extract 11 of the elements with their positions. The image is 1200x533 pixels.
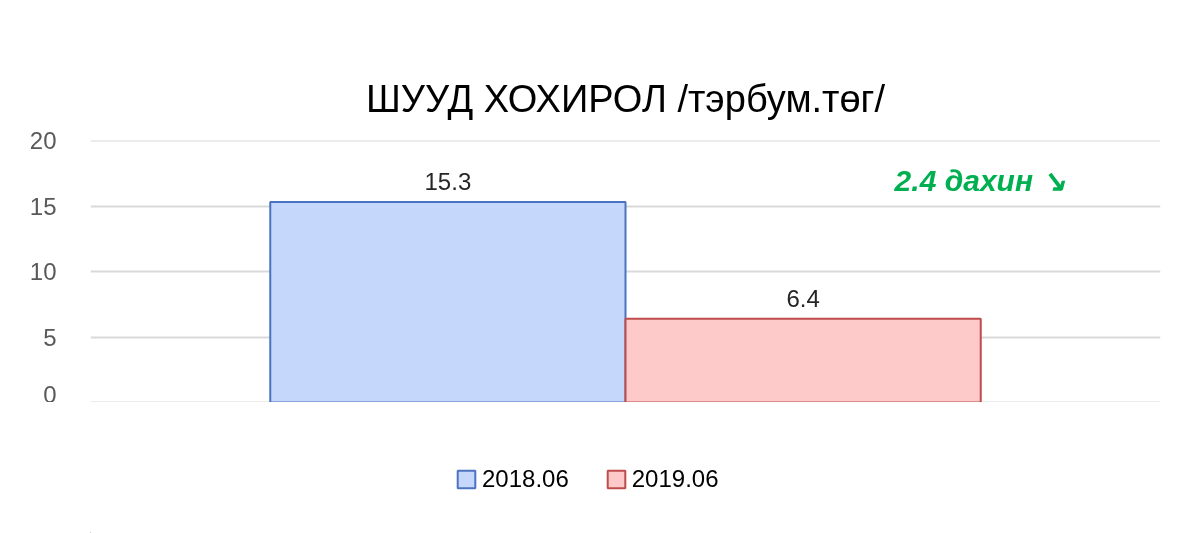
y-tick-label: 15 (29, 192, 57, 220)
annotation: 2.4 дахин ↘ (893, 164, 1067, 198)
y-tick-label: 20 (29, 127, 57, 154)
y-tick-label: 0 (43, 380, 57, 408)
data-label: 15.3 (424, 168, 472, 196)
y-tick-label: 10 (29, 258, 57, 285)
legend-label: 2018.06 (482, 465, 569, 493)
chart-title: ШУУД ХОХИРОЛ /тэрбум.төг/ (365, 77, 886, 120)
data-label: 6.4 (786, 284, 820, 312)
legend-label: 2019.06 (631, 465, 719, 493)
y-tick-label: 5 (43, 323, 57, 351)
